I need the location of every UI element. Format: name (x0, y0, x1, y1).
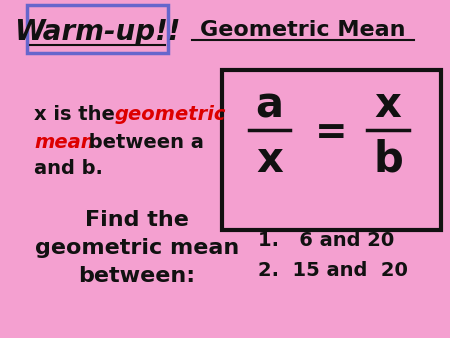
FancyBboxPatch shape (27, 5, 168, 53)
Text: Find the
geometric mean
between:: Find the geometric mean between: (35, 210, 239, 286)
Text: x is the: x is the (34, 105, 122, 124)
Text: Geometric Mean: Geometric Mean (200, 20, 405, 40)
Text: b: b (374, 139, 403, 181)
Text: x: x (256, 139, 283, 181)
Text: =: = (315, 114, 348, 152)
Text: geometric: geometric (115, 105, 226, 124)
Text: between a: between a (81, 132, 203, 151)
FancyBboxPatch shape (222, 70, 441, 230)
Text: mean: mean (34, 132, 95, 151)
Text: 2.  15 and  20: 2. 15 and 20 (258, 261, 408, 280)
Text: 1.   6 and 20: 1. 6 and 20 (258, 231, 395, 249)
Text: x: x (375, 84, 402, 126)
Text: Warm-up!!: Warm-up!! (14, 18, 180, 46)
Text: a: a (256, 84, 284, 126)
Text: and b.: and b. (34, 160, 103, 178)
